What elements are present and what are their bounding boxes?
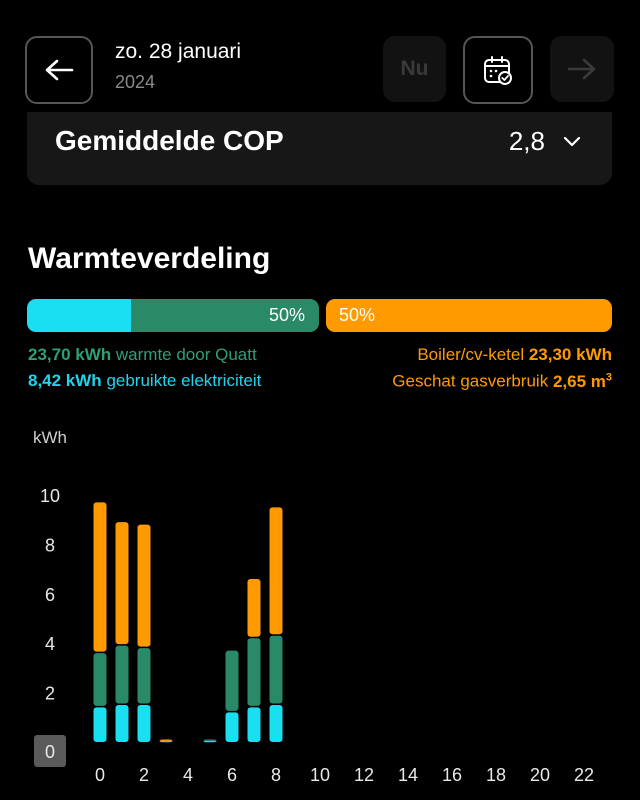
- x-tick-label: 22: [574, 765, 594, 785]
- section-title: Warmteverdeling: [28, 242, 271, 275]
- legend-boiler: Boiler/cv-ketel 23,30 kWh: [417, 345, 612, 365]
- y-tick-label: 0: [45, 742, 55, 762]
- electricity-bar-segment: [27, 299, 131, 332]
- back-button[interactable]: [25, 36, 93, 104]
- bar-electricity-hour-2[interactable]: [137, 704, 151, 742]
- date-title: zo. 28 januari: [115, 40, 242, 63]
- bar-heat-hour-1[interactable]: [115, 645, 129, 704]
- arrow-left-icon: [45, 59, 74, 81]
- heat-text: warmte door Quatt: [115, 345, 257, 364]
- gas-bar-segment: 50%: [326, 299, 612, 332]
- y-tick-label: 6: [45, 585, 55, 605]
- bar-heat-hour-5[interactable]: [203, 739, 217, 742]
- bar-heat-hour-8[interactable]: [269, 635, 283, 704]
- next-day-button[interactable]: [550, 36, 614, 102]
- x-tick-label: 14: [398, 765, 418, 785]
- date-year: 2024: [115, 72, 156, 92]
- y-tick-label: 2: [45, 684, 55, 704]
- y-axis-label: kWh: [33, 428, 67, 447]
- legend-electricity: 8,42 kWh gebruikte elektriciteit: [28, 371, 261, 391]
- bar-electricity-hour-5[interactable]: [203, 740, 217, 743]
- heat-percentage: 50%: [268, 305, 305, 325]
- chevron-down-icon: [563, 136, 581, 147]
- bar-gas-hour-7[interactable]: [247, 578, 261, 637]
- bar-gas-hour-3[interactable]: [159, 739, 173, 742]
- x-tick-label: 2: [139, 765, 149, 785]
- x-tick-label: 4: [183, 765, 193, 785]
- bar-electricity-hour-6[interactable]: [225, 712, 239, 742]
- legend-heat: 23,70 kWh warmte door Quatt: [28, 345, 257, 365]
- bar-gas-hour-1[interactable]: [115, 522, 129, 645]
- boiler-text: Boiler/cv-ketel: [417, 345, 525, 364]
- gas-value-number: 2,65 m: [552, 371, 606, 391]
- arrow-right-icon: [567, 58, 596, 80]
- calendar-check-icon: [484, 56, 512, 85]
- x-tick-label: 12: [354, 765, 374, 785]
- x-tick-label: 20: [530, 765, 550, 785]
- heat-value: 23,70 kWh: [28, 345, 112, 364]
- bar-electricity-hour-3[interactable]: [159, 740, 173, 743]
- bar-heat-hour-2[interactable]: [137, 648, 151, 704]
- x-tick-label: 16: [442, 765, 462, 785]
- electricity-text: gebruikte elektriciteit: [106, 371, 262, 390]
- x-tick-label: 8: [271, 765, 281, 785]
- x-tick-label: 6: [227, 765, 237, 785]
- bar-heat-hour-7[interactable]: [247, 638, 261, 706]
- bar-heat-hour-0[interactable]: [93, 653, 107, 706]
- bar-electricity-hour-0[interactable]: [93, 707, 107, 742]
- x-tick-label: 10: [310, 765, 330, 785]
- bar-gas-hour-2[interactable]: [137, 524, 151, 647]
- calendar-button[interactable]: [463, 36, 533, 104]
- gas-text: Geschat gasverbruik: [392, 371, 549, 391]
- gas-value: 2,65 m3: [552, 371, 612, 391]
- y-tick-label: 10: [40, 486, 60, 506]
- cop-value: 2,8: [508, 126, 545, 156]
- bar-gas-hour-0[interactable]: [93, 502, 107, 652]
- x-tick-label: 0: [95, 765, 105, 785]
- bar-electricity-hour-7[interactable]: [247, 707, 261, 742]
- bar-electricity-hour-1[interactable]: [115, 704, 129, 742]
- hourly-energy-chart: kWh 2 4 6 8 10 0 0 2 4 6 8 10 12 14 16 18 20 22: [33, 428, 594, 785]
- bar-electricity-hour-8[interactable]: [269, 704, 283, 742]
- gas-unit-superscript: 3: [605, 371, 612, 383]
- gas-percentage: 50%: [339, 305, 376, 325]
- heat-bar-segment: 50%: [131, 299, 319, 332]
- legend-gas: Geschat gasverbruik 2,65 m3: [392, 371, 612, 392]
- x-tick-label: 18: [486, 765, 506, 785]
- zero-badge: [34, 735, 66, 767]
- y-tick-label: 8: [45, 535, 55, 555]
- now-button[interactable]: Nu: [383, 36, 446, 102]
- bar-heat-hour-6[interactable]: [225, 650, 239, 711]
- electricity-value: 8,42 kWh: [28, 371, 102, 390]
- cop-label: Gemiddelde COP: [55, 125, 284, 156]
- boiler-value: 23,30 kWh: [528, 345, 612, 364]
- cop-card[interactable]: Gemiddelde COP 2,8: [27, 112, 612, 185]
- y-tick-label: 4: [45, 634, 55, 654]
- bar-gas-hour-8[interactable]: [269, 507, 283, 635]
